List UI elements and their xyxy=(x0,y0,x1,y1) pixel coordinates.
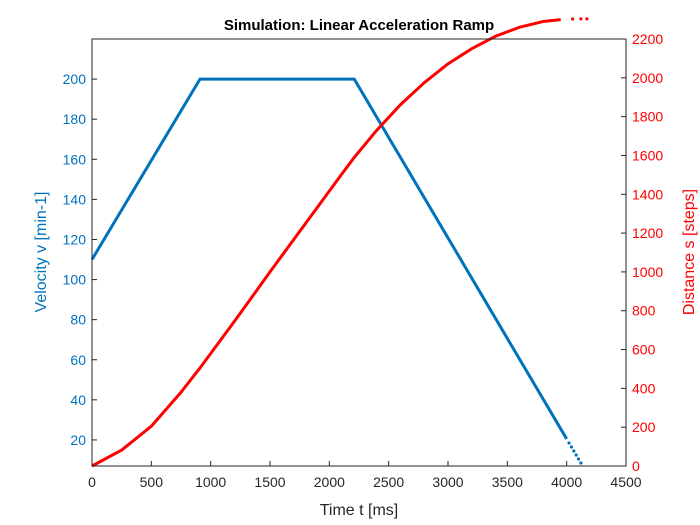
x-tick-label: 3500 xyxy=(492,474,523,490)
left-y-tick-label: 200 xyxy=(63,71,87,87)
right-y-axis-label: Distance s [steps] xyxy=(681,189,698,315)
velocity-series-line xyxy=(90,77,568,440)
x-tick-label: 3000 xyxy=(432,474,463,490)
x-tick-label: 500 xyxy=(140,474,164,490)
x-tick-label: 2000 xyxy=(314,474,345,490)
left-y-axis-label: Velocity v [min-1] xyxy=(33,192,50,313)
left-y-tick-label: 60 xyxy=(70,352,86,368)
chart-title: Simulation: Linear Acceleration Ramp xyxy=(224,17,494,34)
left-y-tick-label: 80 xyxy=(70,312,86,328)
left-y-tick-label: 160 xyxy=(63,151,87,167)
distance-tail-point xyxy=(571,17,575,21)
left-y-tick-label: 100 xyxy=(63,272,87,288)
velocity-tail-point xyxy=(569,445,574,449)
plot-frame xyxy=(91,38,627,467)
right-y-tick-label: 1200 xyxy=(632,225,663,241)
x-tick-label: 1500 xyxy=(254,474,285,490)
right-y-tick-label: 1000 xyxy=(632,264,663,280)
x-tick-label: 0 xyxy=(88,474,96,490)
distance-tail-point xyxy=(585,17,589,21)
x-tick-label: 1000 xyxy=(195,474,226,490)
right-y-tick-label: 800 xyxy=(632,303,656,319)
left-y-tick-label: 120 xyxy=(63,231,87,247)
right-y-tick-label: 200 xyxy=(632,419,656,435)
velocity-tail-point xyxy=(567,441,571,445)
distance-series-line xyxy=(91,18,561,468)
right-y-tick-label: 1400 xyxy=(632,186,663,202)
right-y-tick-label: 2000 xyxy=(632,70,663,86)
x-tick-label: 4000 xyxy=(551,474,582,490)
x-axis-label: Time t [ms] xyxy=(320,502,399,519)
left-y-tick-label: 40 xyxy=(70,392,86,408)
right-y-tick-label: 2200 xyxy=(632,31,663,47)
right-y-tick-label: 1600 xyxy=(632,147,663,163)
velocity-tail-point xyxy=(574,453,578,457)
velocity-tail-point xyxy=(576,457,581,461)
velocity-tail-point xyxy=(572,449,576,453)
left-y-tick-label: 140 xyxy=(63,191,87,207)
velocity-tail-point xyxy=(579,461,583,465)
right-y-tick-label: 1800 xyxy=(632,109,663,125)
right-y-tick-label: 400 xyxy=(632,380,656,396)
x-tick-label: 2500 xyxy=(373,474,404,490)
right-y-tick-label: 600 xyxy=(632,342,656,358)
left-y-tick-label: 20 xyxy=(70,432,86,448)
x-tick-label: 4500 xyxy=(610,474,641,490)
right-y-tick-label: 0 xyxy=(632,458,640,474)
left-y-tick-label: 180 xyxy=(63,111,87,127)
distance-tail-point xyxy=(579,17,583,21)
